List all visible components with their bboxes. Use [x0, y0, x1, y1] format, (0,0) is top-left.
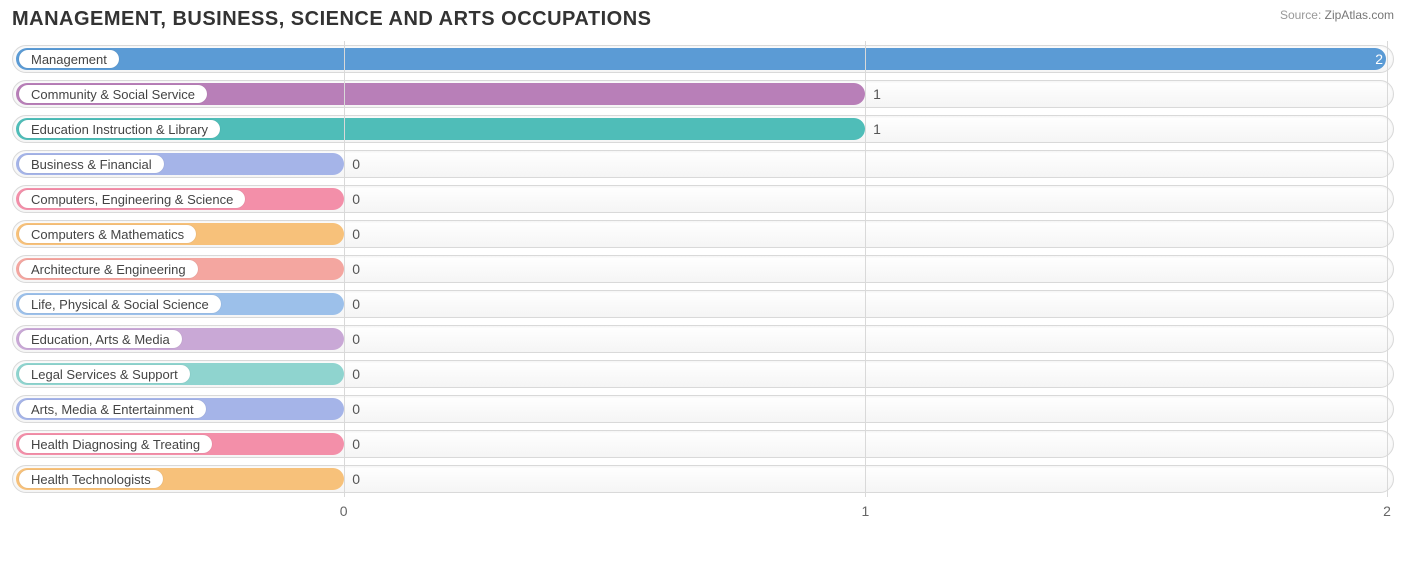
- bar-track: Computers & Mathematics 0: [12, 220, 1394, 248]
- gridline: [1387, 41, 1388, 497]
- bar-track: Community & Social Service 1: [12, 80, 1394, 108]
- value-label: 0: [352, 396, 360, 422]
- value-label: 0: [352, 326, 360, 352]
- category-label: Architecture & Engineering: [31, 262, 186, 277]
- value-text: 0: [352, 156, 360, 172]
- bar-track: Health Diagnosing & Treating 0: [12, 430, 1394, 458]
- value-label: 0: [352, 186, 360, 212]
- category-label-pill: Health Technologists: [19, 470, 163, 488]
- bar-track: Computers, Engineering & Science 0: [12, 185, 1394, 213]
- category-label: Health Technologists: [31, 472, 151, 487]
- value-label: 0: [352, 466, 360, 492]
- value-label: 0: [352, 431, 360, 457]
- category-label-pill: Community & Social Service: [19, 85, 207, 103]
- chart-title: MANAGEMENT, BUSINESS, SCIENCE AND ARTS O…: [12, 8, 651, 31]
- category-label-pill: Health Diagnosing & Treating: [19, 435, 212, 453]
- value-text: 0: [352, 331, 360, 347]
- value-text: 0: [352, 191, 360, 207]
- bar-track: Architecture & Engineering 0: [12, 255, 1394, 283]
- category-label: Legal Services & Support: [31, 367, 178, 382]
- bar-list: Management2Community & Social Service1Ed…: [12, 41, 1394, 493]
- value-label: 1: [873, 81, 881, 107]
- value-text: 1: [873, 86, 881, 102]
- source-site: ZipAtlas.com: [1325, 8, 1394, 22]
- value-text: 0: [352, 296, 360, 312]
- value-label: 1: [873, 116, 881, 142]
- gridline: [865, 41, 866, 497]
- value-label: 0: [352, 151, 360, 177]
- bar-track: Health Technologists 0: [12, 465, 1394, 493]
- category-label: Education Instruction & Library: [31, 122, 208, 137]
- x-tick-label: 0: [340, 503, 348, 519]
- bar-track: Education, Arts & Media 0: [12, 325, 1394, 353]
- bar-track: Life, Physical & Social Science 0: [12, 290, 1394, 318]
- value-text: 0: [352, 471, 360, 487]
- value-label: 0: [352, 361, 360, 387]
- x-axis: 0 1 2: [12, 503, 1394, 523]
- category-label-pill: Arts, Media & Entertainment: [19, 400, 206, 418]
- category-label: Community & Social Service: [31, 87, 195, 102]
- bar-fill: [16, 48, 1386, 70]
- category-label: Management: [31, 52, 107, 67]
- category-label-pill: Legal Services & Support: [19, 365, 190, 383]
- category-label-pill: Education Instruction & Library: [19, 120, 220, 138]
- value-text: 0: [352, 401, 360, 417]
- category-label: Arts, Media & Entertainment: [31, 402, 194, 417]
- value-label: 0: [352, 291, 360, 317]
- category-label-pill: Education, Arts & Media: [19, 330, 182, 348]
- category-label-pill: Business & Financial: [19, 155, 164, 173]
- value-text: 0: [352, 436, 360, 452]
- category-label: Life, Physical & Social Science: [31, 297, 209, 312]
- category-label: Education, Arts & Media: [31, 332, 170, 347]
- chart-header: MANAGEMENT, BUSINESS, SCIENCE AND ARTS O…: [12, 8, 1394, 31]
- plot-area: Management2Community & Social Service1Ed…: [12, 41, 1394, 497]
- value-text: 0: [352, 261, 360, 277]
- source-attribution: Source: ZipAtlas.com: [1280, 8, 1394, 22]
- value-text: 2: [1375, 51, 1383, 67]
- bar-track: Business & Financial 0: [12, 150, 1394, 178]
- category-label-pill: Management: [19, 50, 119, 68]
- category-label: Computers, Engineering & Science: [31, 192, 233, 207]
- value-text: 1: [873, 121, 881, 137]
- value-label: 2: [1375, 46, 1383, 72]
- value-label: 0: [352, 221, 360, 247]
- x-tick-label: 2: [1383, 503, 1391, 519]
- category-label: Business & Financial: [31, 157, 152, 172]
- bar-track: Education Instruction & Library 1: [12, 115, 1394, 143]
- source-label: Source:: [1280, 8, 1321, 22]
- x-tick-label: 1: [861, 503, 869, 519]
- value-label: 0: [352, 256, 360, 282]
- value-text: 0: [352, 226, 360, 242]
- category-label-pill: Computers, Engineering & Science: [19, 190, 245, 208]
- gridline: [344, 41, 345, 497]
- bar-track: Legal Services & Support 0: [12, 360, 1394, 388]
- category-label: Computers & Mathematics: [31, 227, 184, 242]
- occupations-bar-chart: Management2Community & Social Service1Ed…: [12, 41, 1394, 553]
- value-text: 0: [352, 366, 360, 382]
- category-label-pill: Computers & Mathematics: [19, 225, 196, 243]
- category-label: Health Diagnosing & Treating: [31, 437, 200, 452]
- category-label-pill: Architecture & Engineering: [19, 260, 198, 278]
- category-label-pill: Life, Physical & Social Science: [19, 295, 221, 313]
- bar-track: Arts, Media & Entertainment 0: [12, 395, 1394, 423]
- bar-track: Management 2: [12, 45, 1394, 73]
